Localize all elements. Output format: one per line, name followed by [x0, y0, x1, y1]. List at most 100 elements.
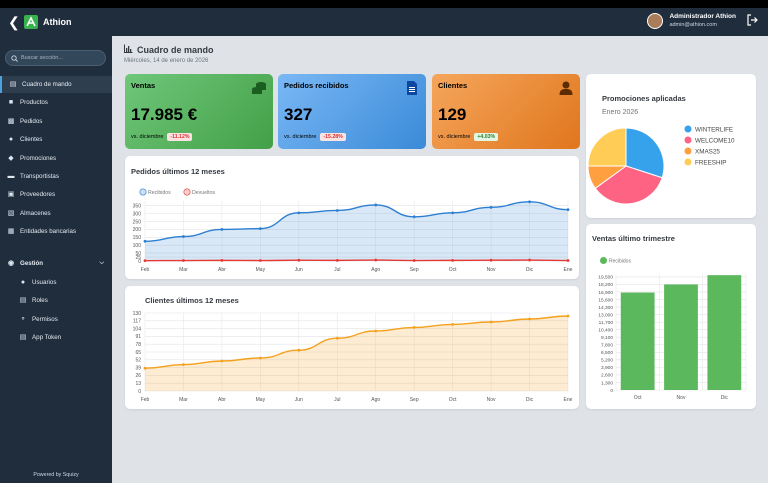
- legend-label: WELCOME10: [695, 138, 735, 145]
- stat-card-clientes[interactable]: Clientes 129 vs. diciembre +4.03%: [432, 74, 580, 149]
- user-email: admin@athion.com: [669, 22, 717, 28]
- data-point: [489, 205, 493, 209]
- data-point: [374, 329, 378, 333]
- warehouse-icon: ▧: [7, 209, 15, 217]
- app-title[interactable]: Athion: [43, 17, 72, 27]
- data-point: [143, 366, 147, 370]
- status-badge: -15.28%: [320, 133, 346, 141]
- data-point: [220, 258, 224, 262]
- powered-by: Powered by Squizy: [33, 472, 79, 478]
- user-icon: ●: [20, 278, 26, 286]
- user-name: Administrador Athion: [669, 13, 736, 20]
- series-line: [144, 259, 569, 262]
- promos-subtitle: Enero 2026: [602, 109, 639, 116]
- truck-icon: ▬: [7, 172, 15, 180]
- y-tick-label: 117: [133, 319, 141, 325]
- legend-label: XMAS25: [695, 149, 720, 156]
- data-point: [258, 227, 262, 231]
- key-icon: ⚬: [20, 315, 26, 323]
- box-icon: ■: [8, 98, 14, 106]
- data-point: [335, 209, 339, 212]
- stat-card-ventas[interactable]: Ventas 17.985 € vs. diciembre -11.12%: [125, 74, 273, 149]
- x-tick-label: Jul: [334, 267, 340, 273]
- data-point: [566, 259, 570, 262]
- sidebar: ▤ Cuadro de mando ■ Productos ▩ Pedidos …: [0, 36, 112, 483]
- data-point: [451, 258, 455, 262]
- data-point: [374, 258, 378, 262]
- sidebar-item-productos[interactable]: ■ Productos: [0, 94, 112, 111]
- sidebar-item-transportistas[interactable]: ▬ Transportistas: [0, 168, 112, 185]
- promos-card: Promociones aplicadas Enero 2026 WINTERL…: [586, 74, 756, 218]
- sidebar-item-label: Almacenes: [20, 210, 51, 217]
- search-box[interactable]: [5, 50, 106, 66]
- status-badge: -11.12%: [167, 133, 193, 141]
- sidebar-item-roles[interactable]: ▤ Roles: [0, 292, 112, 309]
- y-tick-label: 19,500: [598, 275, 613, 281]
- x-tick-label: Ene: [564, 397, 573, 403]
- sidebar-item-cuadro-de-mando[interactable]: ▤ Cuadro de mando: [0, 76, 112, 93]
- legend-swatch: [684, 158, 692, 166]
- sidebar-item-almacenes[interactable]: ▧ Almacenes: [0, 205, 112, 222]
- search-input[interactable]: [21, 55, 101, 61]
- sidebar-item-usuarios[interactable]: ● Usuarios: [0, 274, 112, 291]
- x-tick-label: Oct: [634, 395, 642, 401]
- y-tick-label: 15,600: [598, 297, 613, 303]
- logout-icon[interactable]: [746, 14, 758, 28]
- y-tick-label: 91: [135, 334, 141, 340]
- data-point: [528, 200, 531, 204]
- sidebar-item-permisos[interactable]: ⚬ Permisos: [0, 311, 112, 328]
- sidebar-group-label: Gestión: [20, 260, 44, 267]
- x-tick-label: Oct: [449, 267, 457, 273]
- y-tick-label: 78: [135, 342, 141, 348]
- y-tick-label: 65: [135, 350, 141, 356]
- y-tick-label: 14,300: [598, 305, 613, 311]
- y-tick-label: 0: [138, 389, 141, 395]
- legend-swatch: [684, 147, 692, 155]
- main-content: Cuadro de mando Miércoles, 14 de enero d…: [112, 36, 768, 483]
- sidebar-item-label: Permisos: [32, 316, 58, 323]
- y-tick-label: 104: [133, 326, 142, 332]
- users-cog-icon: ◉: [7, 259, 15, 267]
- legend-swatch: [183, 188, 191, 196]
- x-tick-label: Dic: [526, 397, 534, 403]
- data-point: [182, 363, 185, 366]
- x-tick-label: Dic: [721, 395, 729, 401]
- stat-card-pedidos[interactable]: Pedidos recibidos 327 vs. diciembre -15.…: [278, 74, 426, 149]
- clipboard-icon: ▩: [7, 117, 15, 125]
- sidebar-item-app-token[interactable]: ▤ App Token: [0, 329, 112, 346]
- x-tick-label: Sep: [410, 397, 419, 403]
- avatar[interactable]: [647, 13, 664, 29]
- x-tick-label: Mar: [179, 397, 188, 403]
- data-point: [451, 323, 455, 326]
- sidebar-item-clientes[interactable]: ● Clientes: [0, 131, 112, 148]
- series-line: [144, 201, 569, 242]
- data-point: [182, 259, 185, 262]
- sidebar-item-label: Clientes: [20, 136, 43, 143]
- chevron-left-icon[interactable]: ❮: [8, 14, 20, 30]
- data-point: [143, 259, 147, 263]
- search-icon: [11, 54, 18, 62]
- sidebar-item-proveedores[interactable]: ▣ Proveedores: [0, 186, 112, 203]
- sidebar-item-entidades-bancarias[interactable]: ▦ Entidades bancarias: [0, 223, 112, 240]
- promos-pie-chart: WINTERLIFE WELCOME10 XMAS25 FREESHIP: [587, 125, 735, 205]
- x-tick-label: Abr: [218, 397, 226, 403]
- legend-label: WINTERLIFE: [695, 127, 733, 134]
- sidebar-item-label: Proveedores: [20, 191, 56, 198]
- athion-logo-icon[interactable]: [24, 15, 38, 29]
- y-tick-label: 7,800: [601, 343, 613, 349]
- user-menu[interactable]: Administrador Athion admin@athion.com: [647, 12, 736, 30]
- page-date: Miércoles, 14 de enero de 2026: [124, 58, 209, 64]
- data-point: [143, 239, 147, 243]
- sidebar-item-promociones[interactable]: ◆ Promociones: [0, 150, 112, 167]
- data-point: [374, 203, 378, 207]
- sidebar-group-gestion[interactable]: ◉ Gestión ⌵: [0, 255, 112, 272]
- data-point: [451, 211, 455, 215]
- stat-title: Clientes: [438, 81, 468, 90]
- data-point: [528, 317, 531, 321]
- x-tick-label: Ago: [371, 267, 380, 273]
- sidebar-item-pedidos[interactable]: ▩ Pedidos: [0, 113, 112, 130]
- ventas-card: Ventas último trimestre 0 1,300 2,600 3,900…: [586, 224, 756, 409]
- y-tick-label: 13,000: [598, 312, 613, 318]
- status-badge: +4.03%: [474, 133, 499, 141]
